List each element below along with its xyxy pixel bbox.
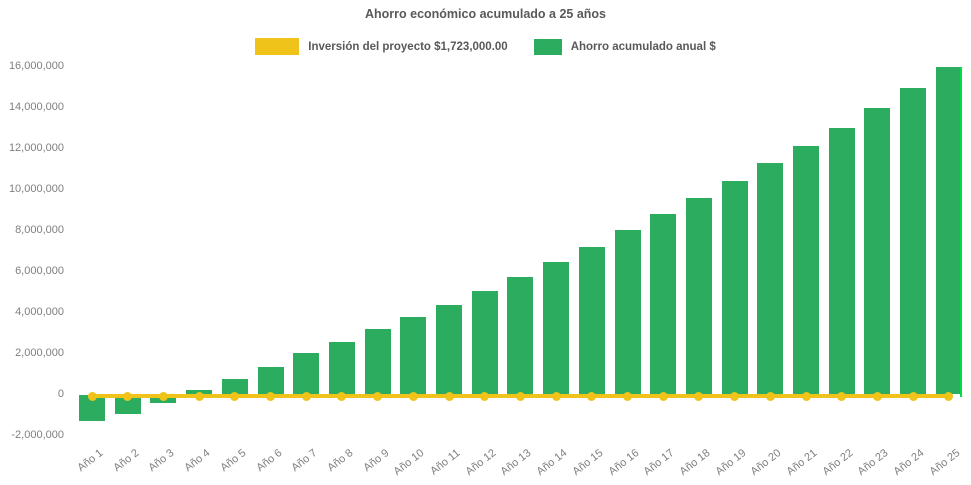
x-tick-label: Año 16 <box>606 447 641 478</box>
bar-año-10 <box>400 317 427 395</box>
chart-title: Ahorro económico acumulado a 25 años <box>364 7 607 21</box>
inversion-line-marker <box>87 391 97 401</box>
inversion-line-marker <box>730 391 740 401</box>
bar-año-13 <box>507 276 534 395</box>
inversion-line-marker <box>123 391 133 401</box>
inversion-line-marker <box>373 391 383 401</box>
inversion-line-marker <box>908 391 918 401</box>
x-tick-label: Año 22 <box>820 447 856 478</box>
y-tick-label: 16,000,000 <box>8 59 64 72</box>
y-tick-label: 0 <box>57 387 64 400</box>
x-tick-label: Año 12 <box>463 447 499 478</box>
legend-label-inversion: Inversión del proyecto $1,723,000.00 <box>308 40 508 53</box>
legend-swatch-inversion <box>255 38 300 55</box>
x-tick-label: Año 3 <box>146 447 177 475</box>
legend-label-ahorro: Ahorro acumulado anual $ <box>570 40 716 53</box>
inversion-line-marker <box>230 391 240 401</box>
inversion-line-marker <box>872 391 882 401</box>
x-tick-label: Año 6 <box>253 447 284 475</box>
bar-año-7 <box>293 353 320 395</box>
legend-item-ahorro: Ahorro acumulado anual $ <box>533 38 716 55</box>
bar-año-17 <box>650 214 677 395</box>
inversion-line-marker <box>408 391 418 401</box>
x-tick-label: Año 18 <box>677 447 713 478</box>
inversion-line-marker <box>623 391 632 401</box>
x-tick-label: Año 13 <box>498 447 534 478</box>
inversion-line-marker <box>694 391 704 401</box>
bar-año-20 <box>757 162 784 395</box>
x-tick-label: Año 21 <box>784 447 820 478</box>
bar-año-5 <box>221 379 248 395</box>
inversion-line-marker <box>587 391 597 401</box>
x-tick-label: Año 8 <box>325 447 356 475</box>
y-tick-label: 12,000,000 <box>8 141 64 154</box>
legend: Inversión del proyecto $1,723,000.00 Aho… <box>0 38 971 55</box>
x-tick-label: Año 17 <box>641 447 677 478</box>
x-tick-label: Año 4 <box>182 447 213 475</box>
bar-año-24 <box>900 88 927 395</box>
bar-año-8 <box>328 341 355 395</box>
legend-swatch-ahorro <box>533 38 562 55</box>
inversion-line-marker <box>801 391 811 401</box>
x-tick-label: Año 1 <box>75 447 106 475</box>
inversion-line-marker <box>515 391 525 401</box>
y-tick-label: 8,000,000 <box>15 223 64 236</box>
y-tick-label: -2,000,000 <box>11 428 64 441</box>
bar-año-6 <box>257 367 284 395</box>
legend-item-inversion: Inversión del proyecto $1,723,000.00 <box>255 38 508 55</box>
y-tick-label: 14,000,000 <box>8 100 64 113</box>
bar-año-11 <box>436 304 462 395</box>
inversion-line-marker <box>551 391 561 401</box>
inversion-line-marker <box>480 391 490 401</box>
x-tick-label: Año 19 <box>713 447 748 478</box>
bar-año-16 <box>614 230 641 395</box>
x-tick-label: Año 15 <box>570 447 606 478</box>
y-tick-label: 10,000,000 <box>8 182 64 195</box>
x-tick-label: Año 20 <box>748 447 784 478</box>
inversion-line-marker <box>194 391 204 401</box>
bar-año-23 <box>864 108 891 395</box>
x-tick-label: Año 25 <box>927 447 963 478</box>
inversion-line-marker <box>765 391 775 401</box>
bar-año-25 <box>935 67 962 395</box>
bar-año-14 <box>543 261 570 395</box>
x-tick-label: Año 24 <box>891 447 927 478</box>
x-tick-label: Año 5 <box>218 447 249 475</box>
bar-año-19 <box>721 181 748 395</box>
inversion-line-marker <box>337 391 347 401</box>
bar-año-21 <box>793 146 819 395</box>
bar-año-22 <box>828 127 855 395</box>
x-tick-label: Año 2 <box>111 447 142 475</box>
inversion-line-marker <box>301 391 311 401</box>
last-bar-highlight-edge <box>959 67 963 398</box>
x-tick-label: Año 9 <box>360 447 391 475</box>
inversion-line-marker <box>444 391 454 401</box>
bar-año-18 <box>685 198 712 395</box>
x-tick-label: Año 11 <box>428 447 463 478</box>
inversion-line-marker <box>266 391 275 401</box>
bar-año-12 <box>471 290 498 395</box>
y-tick-label: 2,000,000 <box>15 346 64 359</box>
x-tick-label: Año 14 <box>534 447 570 478</box>
x-tick-label: Año 10 <box>391 447 427 478</box>
inversion-line-marker <box>658 391 668 401</box>
inversion-line-marker <box>837 391 847 401</box>
x-tick-label: Año 7 <box>289 447 320 475</box>
x-tick-label: Año 23 <box>855 447 891 478</box>
bar-año-9 <box>364 329 391 395</box>
inversion-line-marker <box>944 391 954 401</box>
inversion-line-marker <box>158 391 168 401</box>
y-tick-label: 4,000,000 <box>15 305 64 318</box>
y-tick-label: 6,000,000 <box>15 264 64 277</box>
bar-año-15 <box>578 246 605 395</box>
bar-año-2 <box>114 394 141 414</box>
